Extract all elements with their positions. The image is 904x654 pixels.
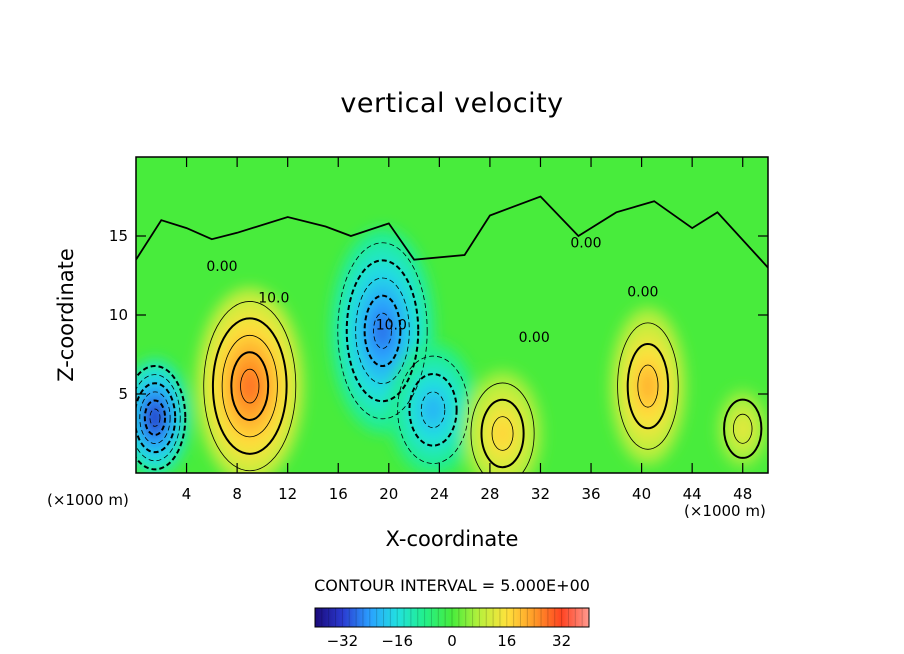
x-tick-label: 28 [480,485,499,503]
colorbar-tick-label: −32 [327,632,359,650]
field-blob [425,398,441,421]
contour-line [626,342,670,430]
y-tick-label: 5 [118,385,128,403]
x-tick-label: 48 [733,485,752,503]
x-tick-label: 32 [531,485,550,503]
field-blobs [136,228,768,473]
contour-line [221,334,278,438]
contour-line [480,398,525,469]
x-axis-label: X-coordinate [385,527,519,551]
contour-line [491,416,514,451]
colorbar-tick-label: 16 [497,632,516,650]
x-unit-label-right: (×1000 m) [684,502,766,520]
colorbar-frame [314,607,590,628]
x-tick-label: 24 [430,485,449,503]
contour-label: 10.0 [376,317,407,333]
contour-label: 0.00 [570,235,601,251]
x-tick-label: 36 [581,485,600,503]
plot-area [136,157,768,473]
colorbar-tick-label: 32 [552,632,571,650]
contour-line [337,242,428,420]
contour-line [149,408,161,427]
colorbar-fill [315,608,589,627]
x-tick-label: 16 [329,485,348,503]
contour-line [408,372,458,447]
x-tick-label: 44 [683,485,702,503]
contour-line [345,259,420,403]
field-blob [240,369,259,403]
contour-label: 0.00 [206,259,237,275]
colorbar-stripes [321,608,583,627]
field-blob [373,313,392,348]
contour-label: 10.0 [258,291,289,307]
x-tick-label: 4 [182,485,192,503]
contour-label: 0.00 [519,330,550,346]
y-axis-label: Z-coordinate [54,248,78,382]
chart-title: vertical velocity [340,88,564,119]
contour-line [470,382,535,473]
colorbar-tick-label: 0 [447,632,457,650]
contour-line [139,391,171,444]
contour-line [211,317,288,455]
x-unit-label-left: (×1000 m) [47,491,129,509]
contour-lines [136,195,768,473]
contour-labels: 0.00 10.0 0.00 0.00 0.00 10.0 [206,235,658,346]
contour-line [373,312,392,349]
x-tick-label: 12 [278,485,297,503]
contour-line [203,301,297,472]
contour-line [355,277,410,385]
colorbar-tick-label: −16 [381,632,413,650]
contour-line [397,355,469,464]
contour-line [230,351,270,421]
contour-line [136,365,187,471]
contour-line [617,322,679,450]
x-tick-label: 40 [632,485,651,503]
field-blob [495,422,510,445]
contour-line [420,391,446,429]
x-tick-label: 20 [379,485,398,503]
y-tick-label: 15 [109,227,128,245]
contour-line [136,382,177,454]
field-blob [641,372,655,400]
colorbar-ticks: −32 −16 0 16 32 [327,632,572,650]
contour-line [136,374,181,462]
field-blob [738,422,747,436]
zero-contour-line [136,195,768,269]
field-blob [149,407,161,428]
contour-interval-label: CONTOUR INTERVAL = 5.000E+00 [314,576,590,595]
contour-label: 0.00 [627,284,658,300]
contour-line [732,413,753,444]
contour-line [363,294,402,368]
x-tick-label: 8 [232,485,242,503]
contour-line [723,398,763,459]
contour-line [240,368,260,404]
contour-line [143,399,167,436]
contour-line [637,364,659,408]
y-tick-label: 10 [109,306,128,324]
